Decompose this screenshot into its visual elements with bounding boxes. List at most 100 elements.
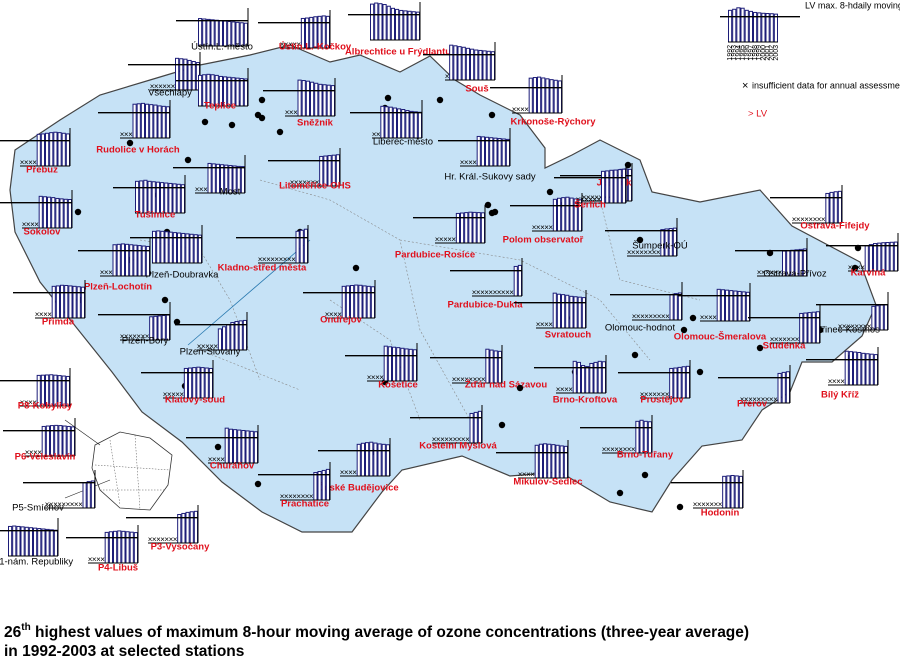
legend-year: 1997 — [748, 45, 755, 61]
mini-bar — [129, 244, 134, 277]
no-data-mark: × — [70, 500, 75, 509]
mini-bar — [581, 365, 586, 394]
legend-lv-label: LV max. 8-hdaily moving average — [805, 0, 900, 10]
mini-bar — [139, 180, 144, 214]
mini-bar — [837, 190, 842, 224]
mini-bar — [28, 527, 34, 557]
no-data-mark: × — [57, 500, 62, 509]
no-data-mark: × — [352, 468, 357, 477]
mini-bar — [313, 472, 318, 501]
no-data-mark: × — [284, 492, 289, 501]
no-data-mark: × — [292, 492, 297, 501]
no-data-mark: × — [842, 322, 847, 331]
mini-bar — [41, 528, 46, 557]
station-dot — [766, 249, 774, 257]
no-data-mark: × — [169, 535, 174, 544]
no-data-mark: × — [150, 82, 155, 91]
no-data-mark: × — [592, 195, 597, 204]
mini-bar — [493, 350, 498, 384]
no-data-mark: × — [37, 448, 42, 457]
mini-bar — [853, 351, 858, 386]
station-dot — [352, 264, 360, 272]
mini-bar — [156, 230, 161, 264]
no-data-mark: × — [850, 322, 855, 331]
no-data-mark: × — [665, 390, 670, 399]
mini-bar — [613, 169, 618, 204]
no-data-mark: × — [618, 445, 623, 454]
no-data-mark: × — [29, 448, 34, 457]
station-label: P8-Kobylisy — [18, 401, 73, 412]
mini-bar — [597, 360, 602, 394]
legend-year: 1995 — [739, 45, 746, 61]
no-data-mark: × — [460, 375, 465, 384]
station-label: Ústín.L.-Kočkov — [279, 41, 352, 53]
title-suffix: th — [21, 622, 30, 633]
mini-bar — [179, 58, 184, 91]
no-data-mark: × — [92, 555, 97, 564]
station-dot — [756, 344, 764, 352]
mini-bar — [879, 304, 884, 331]
mini-bar — [322, 84, 327, 117]
station-label: Sokolov — [24, 227, 62, 238]
station-dot — [488, 111, 496, 119]
mini-bar — [140, 102, 145, 139]
mini-bar — [745, 291, 750, 322]
mini-bar — [112, 244, 117, 277]
mini-bar — [305, 80, 311, 117]
station-dot — [258, 114, 266, 122]
mini-bar — [164, 231, 169, 264]
station-label: Prachatice — [281, 499, 329, 510]
station-label: Churáňov — [210, 461, 255, 472]
station-label: Prostějov — [640, 395, 684, 406]
mini-bar — [387, 346, 393, 382]
station-dot — [161, 296, 169, 304]
no-data-mark: × — [501, 288, 506, 297]
mini-bar — [243, 78, 248, 107]
mini-bar — [370, 3, 375, 41]
mini-bar — [738, 475, 743, 509]
no-data-mark: × — [294, 178, 299, 187]
legend-bar — [761, 12, 766, 43]
station-label: Plzeň-Doubravka — [146, 270, 220, 281]
no-data-mark: × — [203, 185, 208, 194]
mini-bar — [501, 138, 506, 167]
mini-bar — [557, 80, 562, 114]
mini-bar — [366, 285, 371, 319]
station-label: Plzeň-Lochotín — [84, 282, 152, 293]
mini-bar — [303, 228, 309, 264]
no-data-mark: × — [808, 215, 813, 224]
mini-bar — [621, 168, 626, 204]
no-data-mark: × — [371, 373, 376, 382]
mini-bar — [136, 103, 141, 139]
no-data-mark: × — [348, 468, 353, 477]
no-data-mark: × — [309, 492, 314, 501]
no-data-mark: × — [47, 310, 52, 319]
no-data-mark: × — [701, 500, 706, 509]
no-data-mark: × — [792, 215, 797, 224]
mini-bar — [537, 76, 542, 114]
mini-bar — [408, 348, 413, 382]
station-label: Plzeň-Slovany — [180, 347, 241, 358]
mini-bar — [545, 78, 550, 114]
station-label: Sněžník — [297, 118, 334, 129]
no-data-mark: × — [584, 195, 589, 204]
station-label: Pardubice-Rosice — [395, 250, 475, 261]
mini-bar — [734, 475, 739, 509]
no-data-mark: × — [30, 220, 35, 229]
mini-bar — [80, 286, 86, 319]
no-data-mark: × — [656, 248, 661, 257]
mini-bar — [125, 243, 130, 277]
mini-bar — [49, 529, 54, 557]
no-data-mark: × — [854, 322, 859, 331]
mini-bar — [360, 442, 366, 477]
no-data-mark: × — [24, 398, 29, 407]
mini-bar — [556, 293, 561, 329]
no-data-mark: × — [488, 288, 493, 297]
station-label: Ondřejov — [320, 315, 362, 326]
no-data-mark: × — [220, 455, 225, 464]
no-data-mark: × — [306, 178, 311, 187]
no-data-mark: × — [104, 268, 109, 277]
mini-bar — [412, 349, 418, 382]
station-label: Olomouc-Šmeralova — [674, 331, 767, 343]
station-label: P1-nám. Republiky — [0, 557, 73, 568]
